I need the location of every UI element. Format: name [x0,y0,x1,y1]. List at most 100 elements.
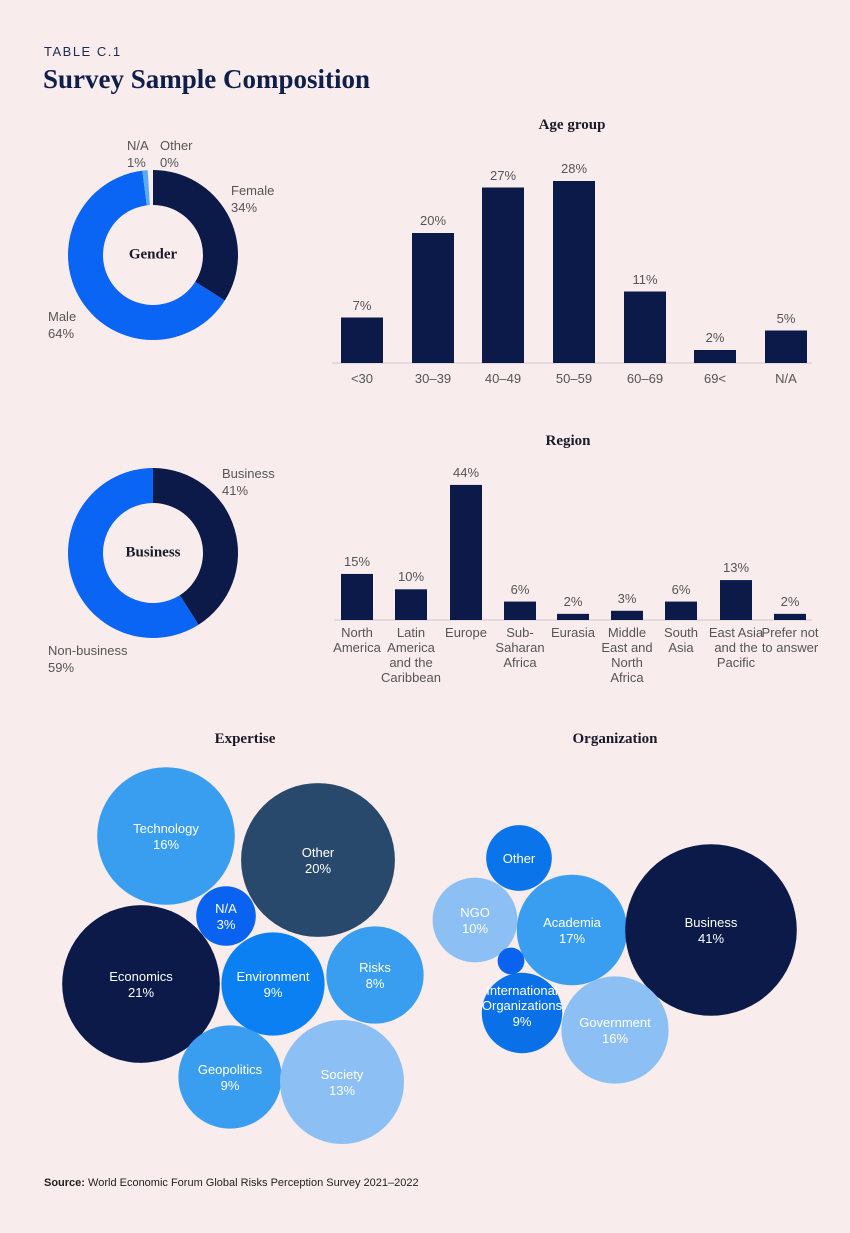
bubble-value-label: 21% [127,985,155,1000]
chart-title: Age group [538,117,606,133]
source-label: Source: [44,1177,85,1189]
bar [611,610,643,620]
bubble [497,947,525,975]
bar [720,580,752,620]
bubble [97,767,235,905]
category-label: Latin America and the Caribbean [381,625,441,685]
bar-value-label: 15% [343,553,371,569]
slice-value-label: 41% [222,483,249,498]
donut-slice [153,170,238,301]
donut-slice [67,170,225,340]
bubble-value-label: 9% [512,1014,532,1029]
donut-slice [68,468,199,638]
bubble-label: Society [320,1067,364,1082]
bar-value-label: 2% [705,330,725,345]
category-label: Prefer not to answer [761,625,819,655]
category-label: South Asia [664,625,698,655]
bar [341,573,373,620]
category-label: 60–69 [626,371,664,386]
bubble [196,886,256,946]
category-label: 40–49 [484,371,522,386]
slice-value-label: 64% [48,326,75,341]
slice-label: Non-business [48,643,128,658]
chart-title: Organization [572,731,658,747]
bubble-value-label: 41% [697,931,725,946]
bar-value-label: 44% [452,464,480,480]
bubble [561,976,669,1084]
chart-title: Region [545,433,591,449]
bubble-value-label: 16% [152,837,180,852]
chart-title: Expertise [214,731,276,747]
bubble [62,905,220,1063]
bubble-value-label: 17% [558,931,586,946]
bar [665,601,697,620]
bubble-label: Academia [543,915,601,930]
source-text: World Economic Forum Global Risks Percep… [88,1177,419,1189]
category-label: East Asia and the Pacific [708,625,764,670]
slice-value-label: 0% [160,155,179,170]
bubble-value-label: 3% [216,917,236,932]
bubble-value-label: 8% [365,976,385,991]
bar-value-label: 5% [776,310,796,326]
bar-value-label: 10% [397,569,425,585]
bubble-value-label: 9% [263,985,283,1000]
bubble [178,1025,282,1129]
bar-value-label: 28% [560,161,588,176]
bubble [326,926,424,1024]
bubble-label: Other [301,845,335,860]
bar [557,613,589,620]
bubble-value-label: 10% [461,921,489,936]
bar [450,484,482,620]
bar [341,317,383,363]
category-label: Eurasia [550,625,596,640]
bubble-value-label: 20% [304,861,332,876]
bubble [221,932,325,1036]
bar [395,589,427,620]
bar-value-label: 7% [352,297,372,313]
category-label: N/A [775,371,797,386]
bubble-label: Other [502,851,536,866]
bar-value-label: 2% [563,593,583,609]
slice-label: Male [48,309,77,324]
bubble [241,783,395,937]
bar [624,291,666,363]
bar-value-label: 2% [780,593,800,609]
donut-center-label: Business [125,544,181,561]
bubble-label: Technology [133,821,199,836]
category-label: 50–59 [555,371,593,386]
bubble-value-label: 13% [328,1083,356,1098]
bubble-label: N/A [215,901,237,916]
page-title: Survey Sample Composition [43,64,371,94]
table-label: TABLE C.1 [44,44,122,59]
bubble-label: Geopolitics [197,1062,263,1077]
bubble-label: NGO [460,905,490,920]
donut-slice [153,468,239,625]
bubble [279,1019,405,1145]
bar [774,613,806,620]
category-label: <30 [350,371,374,386]
bubble-label: Business [684,915,738,930]
category-label: Sub-Saharan Africa [495,625,545,670]
slice-value-label: 1% [127,155,146,170]
slice-label: N/A [127,138,149,153]
bubble [432,877,518,963]
bubble [625,844,797,1016]
bubble-label: International Organizations [481,983,563,1013]
slice-label: Business [222,466,275,481]
bubble-label: Economics [109,969,173,984]
bar-value-label: 3% [617,590,637,606]
bar-value-label: 13% [722,560,750,576]
bar-value-label: 20% [419,213,447,228]
bubble [486,825,552,891]
bar [765,330,807,363]
bubble-value-label: 16% [601,1031,629,1046]
slice-value-label: 34% [231,200,258,215]
donut-slice [142,170,150,206]
category-label: Middle East and North Africa [601,625,653,685]
bar [482,187,524,363]
bubble-label: Environment [236,969,310,984]
bubble-label: Government [579,1015,651,1030]
